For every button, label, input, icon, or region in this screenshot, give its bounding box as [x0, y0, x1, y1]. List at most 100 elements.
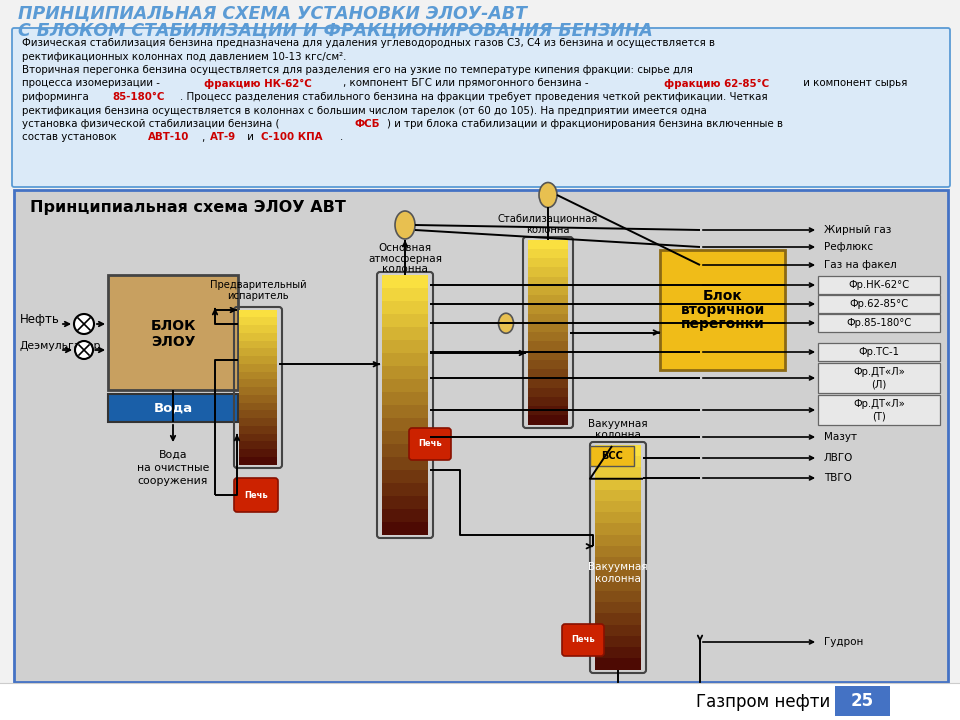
Text: Стабилизационная: Стабилизационная: [498, 214, 598, 224]
Text: Фр.85-180°С: Фр.85-180°С: [847, 318, 912, 328]
Text: атмосферная: атмосферная: [368, 254, 442, 264]
Bar: [528, 369, 568, 379]
Bar: [239, 364, 277, 372]
Text: Вакуумная: Вакуумная: [588, 419, 648, 429]
Text: Вторичная перегонка бензина осуществляется для разделения его на узкие по темпер: Вторичная перегонка бензина осуществляет…: [22, 65, 693, 75]
Bar: [595, 590, 641, 603]
Text: .: .: [340, 132, 344, 143]
Bar: [528, 240, 568, 249]
Text: 25: 25: [851, 692, 874, 710]
Text: БЛОК: БЛОК: [151, 318, 196, 333]
Bar: [595, 636, 641, 647]
Bar: [528, 360, 568, 369]
Bar: [835, 686, 890, 716]
Bar: [108, 394, 238, 422]
Bar: [595, 444, 641, 456]
Bar: [239, 402, 277, 410]
Text: ЛВГО: ЛВГО: [824, 453, 853, 463]
Text: ,: ,: [202, 132, 208, 143]
Text: . Процесс разделения стабильного бензина на фракции требует проведения четкой ре: . Процесс разделения стабильного бензина…: [180, 92, 768, 102]
Bar: [382, 469, 428, 483]
Text: 85-180°С: 85-180°С: [112, 92, 165, 102]
Bar: [595, 647, 641, 659]
Text: Фр.ДТ«Л»
(Т): Фр.ДТ«Л» (Т): [853, 399, 905, 421]
Bar: [528, 351, 568, 360]
Text: Печь: Печь: [419, 439, 442, 449]
Bar: [239, 341, 277, 348]
Text: ректификационных колоннах под давлением 10-13 кгс/см².: ректификационных колоннах под давлением …: [22, 52, 347, 61]
Text: Мазут: Мазут: [824, 432, 857, 442]
Bar: [382, 444, 428, 457]
Bar: [382, 392, 428, 405]
Text: и: и: [244, 132, 257, 143]
Bar: [595, 534, 641, 546]
Bar: [239, 348, 277, 356]
Text: Принципиальная схема ЭЛОУ АВТ: Принципиальная схема ЭЛОУ АВТ: [30, 200, 346, 215]
Circle shape: [75, 341, 93, 359]
FancyBboxPatch shape: [818, 314, 940, 332]
Bar: [239, 418, 277, 426]
Text: фракцию 62-85°С: фракцию 62-85°С: [664, 78, 770, 89]
Text: АВТ-10: АВТ-10: [149, 132, 190, 143]
Text: установка физической стабилизации бензина (: установка физической стабилизации бензин…: [22, 119, 279, 129]
Bar: [382, 300, 428, 314]
FancyBboxPatch shape: [660, 250, 785, 370]
Bar: [595, 512, 641, 523]
Text: Основная: Основная: [378, 243, 432, 253]
Text: сооружения: сооружения: [138, 476, 208, 486]
Text: ФСБ: ФСБ: [354, 119, 380, 129]
Text: на очистные: на очистные: [137, 463, 209, 473]
Bar: [528, 406, 568, 415]
Bar: [239, 449, 277, 457]
FancyBboxPatch shape: [818, 295, 940, 313]
Bar: [595, 490, 641, 501]
Bar: [382, 379, 428, 392]
Text: колонна: колонна: [595, 575, 641, 585]
Text: ТВГО: ТВГО: [824, 473, 852, 483]
Text: Физическая стабилизация бензина предназначена для удаления углеводородных газов : Физическая стабилизация бензина предназн…: [22, 38, 715, 48]
Bar: [382, 418, 428, 431]
Bar: [595, 546, 641, 557]
Bar: [382, 340, 428, 353]
Text: АТ-9: АТ-9: [210, 132, 236, 143]
Text: риформинга: риформинга: [22, 92, 92, 102]
Bar: [528, 387, 568, 397]
FancyBboxPatch shape: [108, 275, 238, 390]
Bar: [382, 287, 428, 301]
FancyBboxPatch shape: [12, 28, 950, 187]
Text: Газпром нефти: Газпром нефти: [696, 693, 830, 711]
Text: ) и три блока стабилизации и фракционирования бензина включенные в: ) и три блока стабилизации и фракциониро…: [387, 119, 783, 129]
Text: С-100 КПА: С-100 КПА: [261, 132, 323, 143]
Text: Жирный газ: Жирный газ: [824, 225, 892, 235]
Bar: [528, 341, 568, 351]
FancyBboxPatch shape: [818, 363, 940, 393]
Text: Печь: Печь: [571, 636, 595, 644]
Text: Рефлюкс: Рефлюкс: [824, 242, 874, 252]
Text: Фр.ТС-1: Фр.ТС-1: [858, 347, 900, 357]
Text: колонна: колонна: [595, 430, 641, 440]
Bar: [239, 395, 277, 403]
FancyBboxPatch shape: [818, 395, 940, 425]
Bar: [595, 624, 641, 636]
FancyBboxPatch shape: [234, 478, 278, 512]
Text: перегонки: перегонки: [681, 317, 764, 331]
Text: ректификация бензина осуществляется в колоннах с большим числом тарелок (от 60 д: ректификация бензина осуществляется в ко…: [22, 106, 707, 115]
Text: и компонент сырья: и компонент сырья: [800, 78, 907, 89]
Bar: [528, 313, 568, 323]
Bar: [595, 658, 641, 670]
Bar: [382, 405, 428, 418]
Bar: [595, 580, 641, 591]
Circle shape: [74, 314, 94, 334]
Text: процесса изомеризации -: процесса изомеризации -: [22, 78, 163, 89]
Text: Предварительный: Предварительный: [209, 280, 306, 290]
Bar: [239, 379, 277, 387]
Bar: [528, 415, 568, 425]
FancyBboxPatch shape: [409, 428, 451, 460]
FancyBboxPatch shape: [14, 190, 948, 682]
Bar: [0, 683, 960, 720]
Bar: [239, 325, 277, 333]
Bar: [528, 267, 568, 277]
Text: Фр.НК-62°С: Фр.НК-62°С: [849, 280, 909, 290]
Text: испаритель: испаритель: [228, 291, 289, 301]
Bar: [595, 523, 641, 535]
